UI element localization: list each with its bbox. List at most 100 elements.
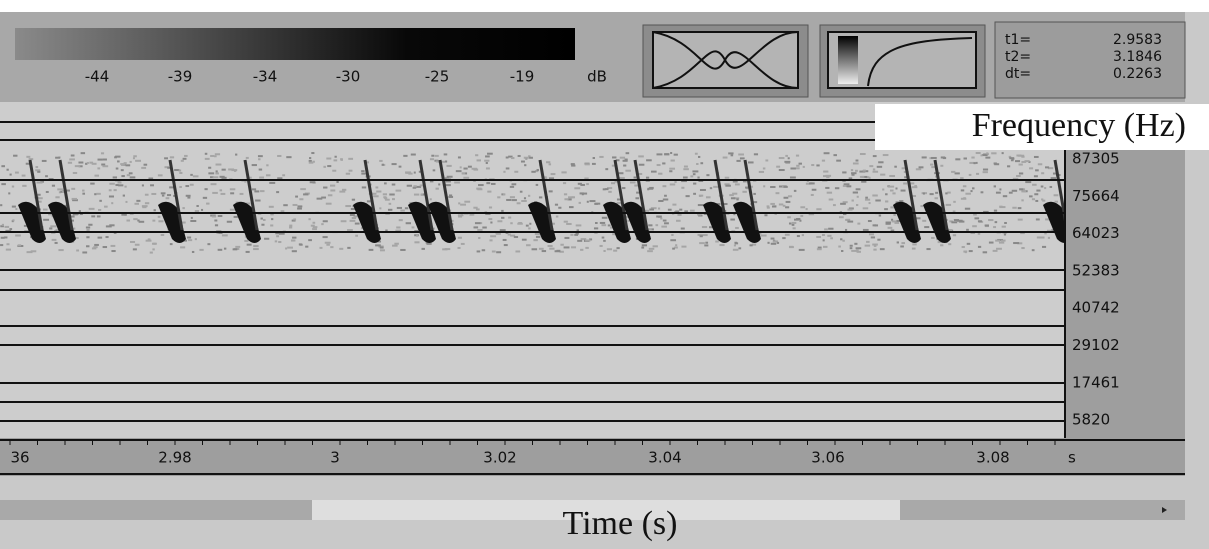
noise [570,233,574,236]
noise [782,204,786,207]
call-stroke [903,159,919,231]
time-tick-label: 36 [10,449,29,467]
noise [251,164,257,167]
noise [784,233,790,236]
noise [124,185,127,188]
noise [722,203,728,206]
noise [856,250,861,253]
noise [523,197,527,200]
noise [182,207,185,210]
noise [446,164,452,167]
noise [1042,199,1046,202]
noise [571,246,577,249]
noise [233,215,238,218]
noise [937,241,944,244]
noise [575,224,582,227]
noise [37,170,41,173]
noise [921,156,927,159]
noise [823,152,830,155]
noise [873,244,877,247]
noise [232,248,238,251]
noise [509,196,515,199]
noise [275,232,281,235]
noise [305,245,309,248]
noise [915,168,922,171]
noise [885,221,891,224]
noise [485,167,490,170]
noise [548,163,552,166]
noise [74,165,81,168]
noise [699,235,703,238]
noise [446,175,453,178]
noise [535,183,539,186]
noise [771,205,777,208]
noise [258,158,261,161]
noise [332,169,337,172]
noise [859,170,866,173]
noise [212,176,219,179]
time-tick-label: 2.98 [158,449,191,467]
noise [245,250,250,253]
noise [235,245,241,248]
noise [675,210,680,213]
noise [174,169,180,172]
noise [593,227,599,230]
noise [264,237,270,240]
noise [753,201,758,204]
noise [608,190,612,193]
noise [650,207,657,210]
noise [511,183,517,186]
scroll-thumb[interactable] [312,500,900,520]
time-tick-label: 3 [330,449,340,467]
noise [429,180,434,183]
noise [1045,218,1050,221]
noise [67,161,73,164]
noise [114,156,117,159]
noise [528,194,531,197]
noise [148,177,154,180]
noise [327,165,332,168]
noise [271,218,274,221]
noise [475,154,479,157]
noise [887,226,893,229]
noise [88,223,93,226]
noise [784,160,791,163]
noise [646,159,652,162]
noise [612,156,617,159]
noise [1000,239,1006,242]
noise [391,163,397,166]
noise [151,242,156,245]
noise [169,186,174,189]
noise [382,193,388,196]
noise [438,183,441,186]
noise [758,170,765,173]
noise [1012,206,1017,209]
noise [859,175,865,178]
noise [811,188,817,191]
noise [998,241,1005,244]
noise [324,241,331,244]
noise [623,164,627,167]
noise [842,171,847,174]
noise [554,250,561,253]
noise [414,229,419,232]
noise [414,241,420,244]
noise [660,217,663,220]
noise [72,199,78,202]
noise [99,199,102,202]
call-stroke [418,159,434,231]
noise [899,200,904,203]
noise [994,221,998,224]
noise [931,166,936,169]
noise [161,194,165,197]
noise [487,190,492,193]
noise [133,218,138,221]
noise [770,242,777,245]
noise [911,247,916,250]
noise [671,233,674,236]
noise [64,189,70,192]
noise [948,229,953,232]
noise [323,165,326,168]
noise [141,166,147,169]
noise [283,204,288,207]
